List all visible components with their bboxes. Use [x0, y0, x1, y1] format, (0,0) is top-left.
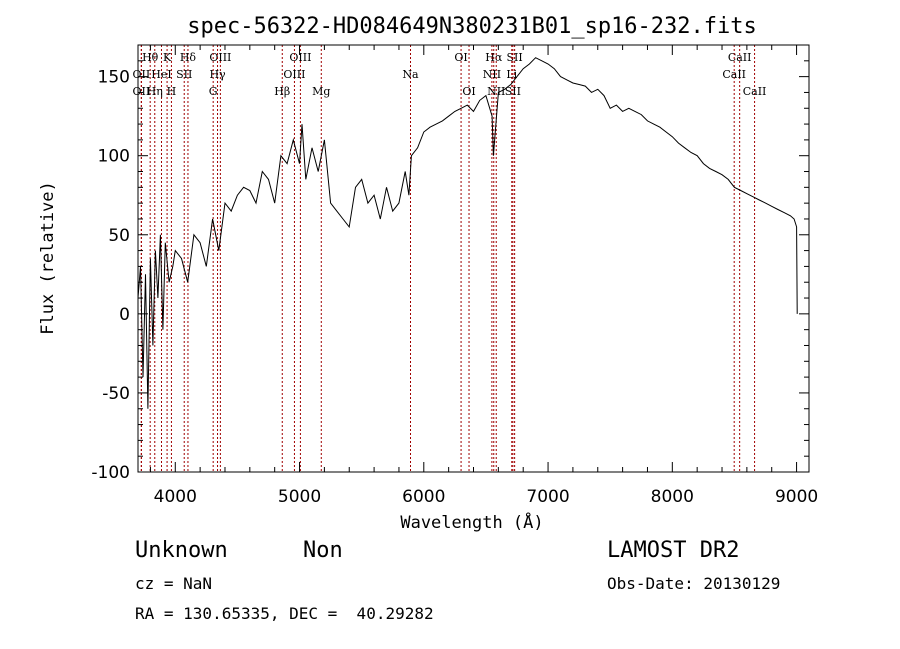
line-label: SII	[505, 85, 521, 98]
line-label: H	[167, 85, 177, 98]
x-tick-label: 7000	[526, 487, 569, 507]
line-label: CaII	[728, 51, 752, 64]
line-label: Hη	[147, 85, 163, 98]
line-label: OIII	[209, 51, 231, 64]
redshift: cz = NaN	[135, 574, 213, 593]
line-label: G	[209, 85, 218, 98]
object-class: Unknown	[135, 538, 228, 563]
y-axis-label: Flux (relative)	[38, 181, 58, 335]
obs-date: Obs-Date: 20130129	[607, 574, 781, 593]
line-label: CaII	[743, 85, 767, 98]
y-axis-ticks: -100 -50 0 50 100 150	[91, 44, 809, 483]
line-label: Hα	[485, 51, 503, 64]
y-tick-label: 0	[119, 305, 130, 325]
y-tick-label: 50	[108, 226, 130, 246]
x-axis-ticks: 4000 5000 6000 7000 8000 9000	[149, 45, 818, 507]
line-label: OIII	[289, 51, 311, 64]
line-label: NII	[487, 85, 505, 98]
survey-name: LAMOST DR2	[607, 538, 740, 563]
line-label: Mg	[312, 85, 330, 98]
line-label: OI	[462, 85, 475, 98]
line-label: SII	[176, 68, 192, 81]
line-label: Na	[402, 68, 419, 81]
line-label: NII	[483, 68, 501, 81]
line-label: OIII	[283, 68, 305, 81]
x-tick-label: 5000	[278, 487, 321, 507]
line-label: CaII	[722, 68, 746, 81]
line-label: Li	[506, 68, 517, 81]
y-tick-label: -50	[102, 384, 130, 404]
x-tick-label: 8000	[651, 487, 694, 507]
coordinates: RA = 130.65335, DEC = 40.29282	[135, 604, 434, 623]
x-tick-label: 6000	[402, 487, 445, 507]
plot-frame	[137, 44, 810, 473]
line-label: SII	[507, 51, 523, 64]
line-label: OII	[132, 85, 150, 98]
y-tick-label: -100	[91, 463, 130, 483]
spectrum-line	[137, 57, 798, 409]
y-tick-label: 100	[98, 147, 130, 167]
line-label: K	[163, 51, 172, 64]
object-subclass: Non	[303, 538, 343, 563]
line-label: Hθ	[142, 51, 159, 64]
line-label: HeI	[151, 68, 171, 81]
line-label: Hγ	[209, 68, 226, 81]
line-label: Hβ	[274, 85, 290, 98]
x-axis-label: Wavelength (Å)	[400, 511, 543, 533]
spectral-line-markers: Hθ K Hδ OIII OIII OI Hα SII CaII OII HeI SII Hγ OIII N…	[132, 45, 766, 472]
x-tick-label: 4000	[154, 487, 197, 507]
x-tick-label: 9000	[775, 487, 818, 507]
line-label: OI	[454, 51, 467, 64]
y-tick-label: 150	[98, 68, 130, 88]
chart-title: spec-56322-HD084649N380231B01_sp16-232.f…	[187, 14, 757, 39]
line-label: Hδ	[180, 51, 197, 64]
